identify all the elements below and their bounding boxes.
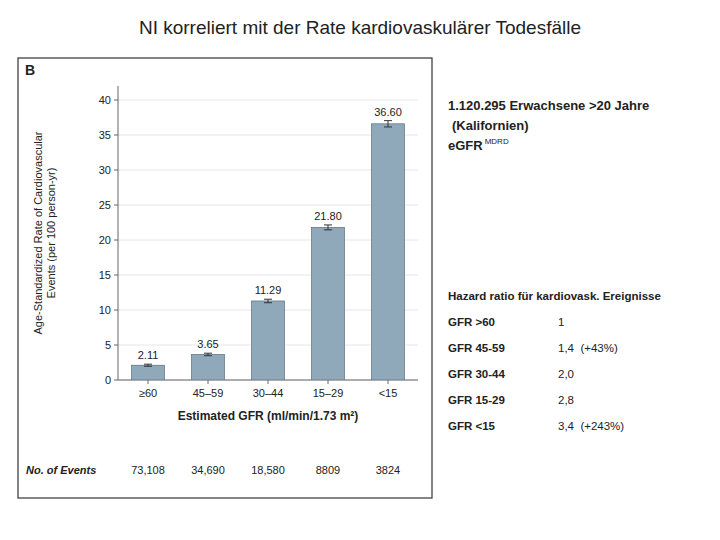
hazard-label: GFR 15-29 [448, 394, 505, 406]
x-tick-label: 45–59 [193, 387, 224, 399]
annotation: 1.120.295 Erwachsene >20 Jahre [448, 98, 649, 113]
error-bar [384, 121, 392, 127]
data-label: 2.11 [138, 349, 159, 361]
error-cap [144, 366, 152, 367]
x-tick-label: 15–29 [313, 387, 344, 399]
x-tick [268, 380, 269, 384]
bar [372, 124, 405, 380]
y-tick-label: 0 [105, 374, 111, 386]
events-label: No. of Events [26, 464, 96, 476]
panel-frame [18, 58, 432, 498]
events-value: 3824 [376, 464, 400, 476]
y-tick [114, 100, 118, 101]
error-bar [204, 353, 212, 356]
hazard-label: GFR 45-59 [448, 342, 505, 354]
hazard-value: 1,4 (+43%) [558, 342, 618, 354]
error-cap [204, 353, 212, 354]
y-tick-label: 35 [99, 129, 111, 141]
error-bar [324, 225, 332, 230]
error-line [328, 225, 329, 230]
data-label: 11.29 [255, 284, 282, 296]
y-tick-line [118, 100, 418, 101]
events-value: 73,108 [131, 464, 165, 476]
y-tick [114, 380, 118, 381]
y-tick [114, 345, 118, 346]
error-cap [384, 120, 392, 121]
y-tick-label: 30 [99, 164, 111, 176]
data-label: 36.60 [374, 106, 402, 118]
y-tick-label: 25 [99, 199, 111, 211]
error-cap [324, 229, 332, 230]
annotation-superscript: MDRD [485, 137, 509, 146]
data-label: 3.65 [197, 338, 218, 350]
x-tick [328, 380, 329, 384]
error-line [268, 299, 269, 303]
y-tick [114, 275, 118, 276]
panel-label: B [25, 62, 35, 78]
data-label: 21.80 [314, 210, 342, 222]
hazard-label: GFR <15 [448, 420, 496, 432]
bar [252, 301, 285, 380]
y-axis-label: Age-Standardized Rate of CardiovascularE… [32, 131, 57, 334]
error-cap [264, 299, 272, 300]
annotation: eGFR [448, 138, 483, 153]
title: NI korreliert mit der Rate kardiovaskulä… [139, 17, 581, 38]
bar [192, 354, 225, 380]
annotation: (Kalifornien) [452, 118, 529, 133]
error-cap [384, 126, 392, 127]
x-tick [208, 380, 209, 384]
error-cap [144, 364, 152, 365]
bar [132, 365, 165, 380]
events-value: 8809 [316, 464, 340, 476]
y-tick-label: 10 [99, 304, 111, 316]
y-tick-label: 40 [99, 94, 111, 106]
bar [312, 227, 345, 380]
error-cap [324, 224, 332, 225]
error-bar [144, 364, 152, 366]
hazard-value: 2,8 [558, 394, 574, 406]
error-cap [264, 302, 272, 303]
y-tick [114, 205, 118, 206]
y-tick [114, 135, 118, 136]
hazard-value: 1 [558, 316, 564, 328]
hazard-title: Hazard ratio für kardiovask. Ereignisse [448, 290, 661, 302]
error-line [388, 121, 389, 127]
y-axis: 0 5 10 15 20 25 30 35 40 [99, 86, 418, 386]
hazard-value: 2,0 [558, 368, 574, 380]
y-tick-label: 20 [99, 234, 111, 246]
error-bar [264, 299, 272, 303]
x-tick-label: 30–44 [253, 387, 284, 399]
x-tick [388, 380, 389, 384]
bars [132, 121, 405, 380]
events-value: 34,690 [191, 464, 225, 476]
chart: NI korreliert mit der Rate kardiovaskulä… [0, 0, 720, 540]
error-cap [204, 355, 212, 356]
x-tick-label: ≥60 [139, 387, 157, 399]
y-tick [114, 310, 118, 311]
x-tick-label: <15 [379, 387, 398, 399]
x-axis-label: Estimated GFR (ml/min/1.73 m²) [178, 409, 359, 423]
y-tick-label: 15 [99, 269, 111, 281]
y-tick [114, 170, 118, 171]
hazard-label: GFR 30-44 [448, 368, 505, 380]
y-tick [114, 240, 118, 241]
hazard-label: GFR >60 [448, 316, 495, 328]
hazard-value: 3,4 (+243%) [558, 420, 624, 432]
y-axis-line [118, 86, 119, 380]
y-tick-label: 5 [105, 339, 111, 351]
x-tick [148, 380, 149, 384]
events-value: 18,580 [251, 464, 285, 476]
